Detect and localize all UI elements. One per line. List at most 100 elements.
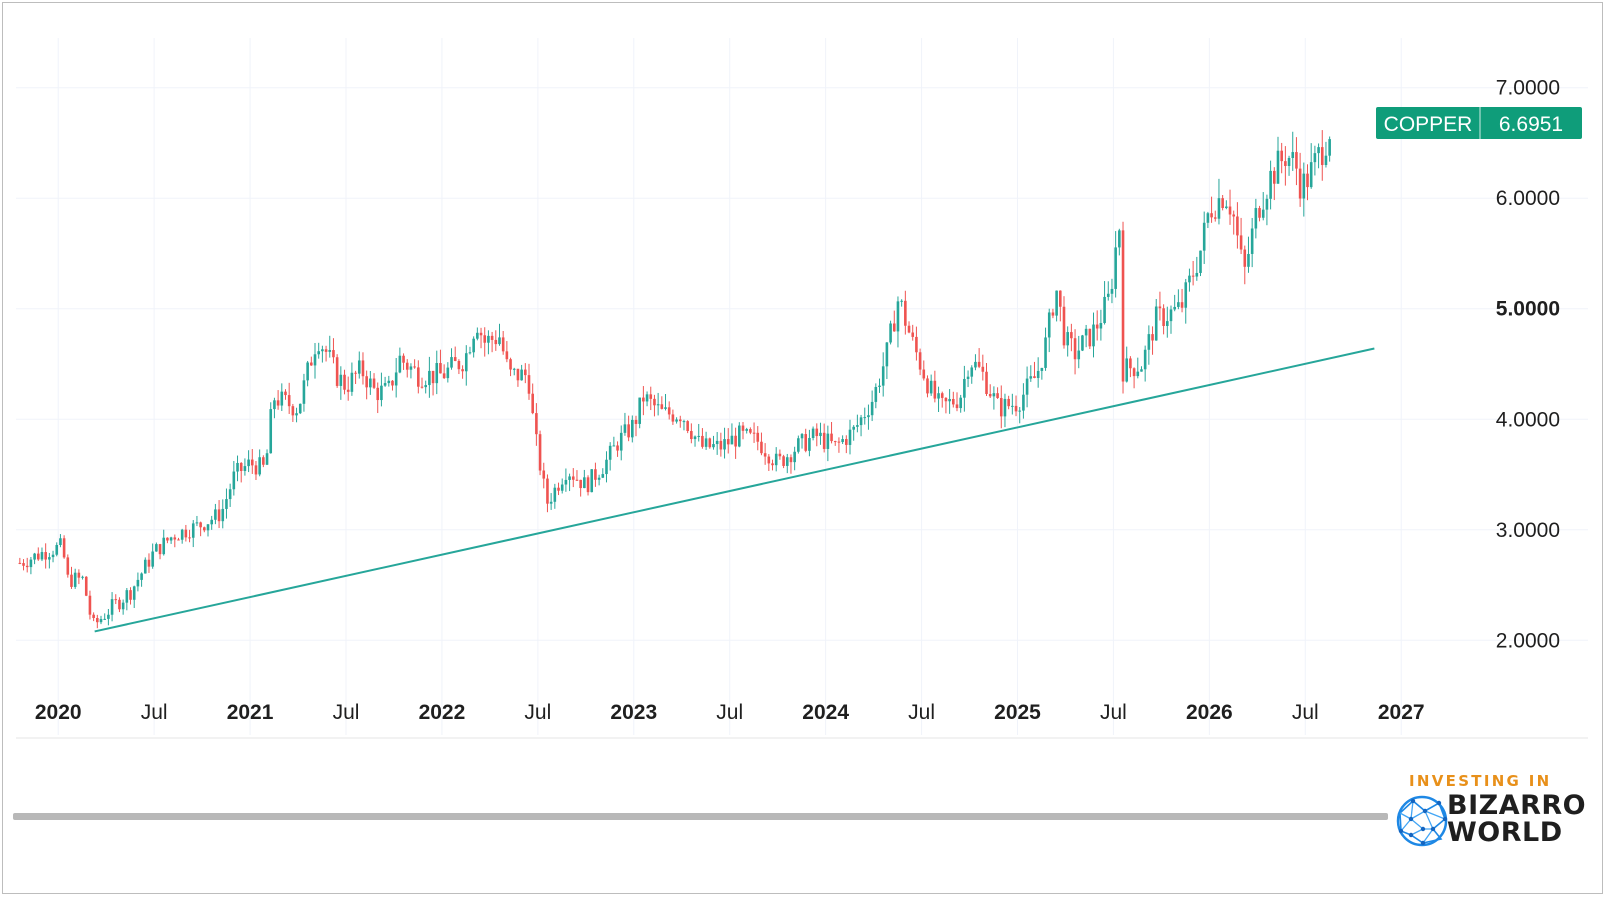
candle-body — [1298, 168, 1302, 199]
candle-body — [512, 368, 516, 370]
candle-body — [1202, 222, 1206, 251]
candle-body — [771, 463, 774, 466]
candle-body — [738, 425, 741, 447]
candle-body — [107, 614, 110, 619]
candle-body — [1081, 335, 1084, 351]
candle-body — [929, 380, 933, 394]
candle-body — [383, 383, 387, 386]
candle-body — [151, 551, 154, 567]
candle-body — [715, 440, 719, 445]
x-tick-label: 2025 — [994, 701, 1041, 724]
candle-body — [1014, 405, 1018, 412]
candle-body — [597, 477, 601, 480]
candle-body — [1280, 150, 1283, 162]
candle-body — [40, 552, 44, 560]
support-trendline[interactable] — [94, 347, 1375, 633]
candle-body — [808, 437, 811, 451]
candle-body — [531, 393, 534, 414]
candle-body — [723, 439, 726, 450]
candle-body — [1147, 334, 1151, 350]
candle-body — [745, 429, 748, 431]
candle-body — [671, 414, 675, 422]
candle-body — [66, 557, 70, 575]
candle-body — [391, 380, 394, 386]
candle-body — [785, 457, 789, 466]
candle-body — [228, 489, 232, 500]
candle-body — [324, 349, 328, 352]
candle-body — [1099, 323, 1103, 329]
candle-body — [594, 469, 597, 480]
candle-body — [55, 545, 59, 555]
candle-body — [77, 572, 81, 578]
x-tick-label: 2023 — [610, 701, 657, 724]
candle-body — [317, 351, 320, 355]
x-tick-label: Jul — [908, 701, 935, 724]
candle-body — [693, 436, 697, 440]
candle-body — [1232, 214, 1236, 217]
candle-body — [575, 479, 579, 481]
candle-body — [564, 479, 568, 485]
candle-body — [726, 439, 730, 445]
candle-body — [996, 393, 999, 398]
candle-body — [84, 576, 88, 596]
candle-body — [760, 441, 763, 454]
candle-body — [826, 433, 830, 449]
candle-body — [885, 342, 889, 367]
candle-body — [143, 559, 147, 574]
candle-body — [1114, 247, 1117, 289]
candle-body — [140, 573, 143, 580]
candle-body — [217, 509, 221, 522]
candle-body — [158, 544, 162, 555]
candle-body — [881, 366, 885, 386]
candle-body — [1269, 170, 1272, 199]
candle-body — [431, 370, 435, 384]
candle-body — [1210, 213, 1213, 218]
candle-body — [472, 338, 475, 353]
candle-body — [970, 367, 974, 377]
candle-body — [1136, 371, 1140, 377]
price-badge-background — [1376, 107, 1582, 139]
candle-body — [944, 397, 948, 402]
candle-body — [110, 599, 114, 615]
candle-body — [1129, 358, 1132, 369]
candle-body — [1169, 309, 1173, 322]
candle-body — [332, 350, 335, 358]
candle-body — [1059, 290, 1062, 307]
candle-body — [1302, 173, 1306, 199]
candle-body — [1228, 206, 1232, 215]
candle-body — [59, 538, 62, 546]
timeline-scrollbar[interactable] — [13, 813, 1388, 820]
candle-body — [169, 537, 173, 541]
candle-body — [302, 380, 306, 404]
candle-body — [18, 562, 22, 564]
candle-body — [841, 439, 844, 443]
candle-body — [524, 369, 527, 376]
candle-body — [343, 374, 346, 390]
candle-body — [959, 397, 962, 409]
candle-body — [1236, 216, 1239, 236]
candle-body — [232, 471, 236, 490]
logo-word-bizarro: BIZARRO — [1447, 790, 1587, 821]
candle-body — [608, 445, 612, 460]
candle-body — [369, 378, 372, 388]
candle-body — [619, 432, 623, 451]
candle-body — [616, 445, 619, 451]
candle-body — [273, 400, 276, 410]
candle-body — [1221, 198, 1224, 209]
candle-body — [1033, 376, 1036, 379]
candle-body — [442, 373, 446, 379]
candle-body — [306, 362, 309, 381]
candle-body — [498, 337, 501, 345]
candle-body — [247, 459, 250, 467]
candle-body — [922, 369, 926, 379]
candle-body — [1092, 324, 1095, 347]
candle-body — [1173, 306, 1176, 310]
candle-body — [1011, 405, 1014, 407]
candle-body — [494, 339, 498, 345]
candle-body — [136, 579, 140, 587]
candle-body — [1025, 378, 1029, 395]
candle-body — [48, 557, 51, 560]
candle-body — [199, 522, 202, 528]
candle-body — [830, 433, 833, 442]
